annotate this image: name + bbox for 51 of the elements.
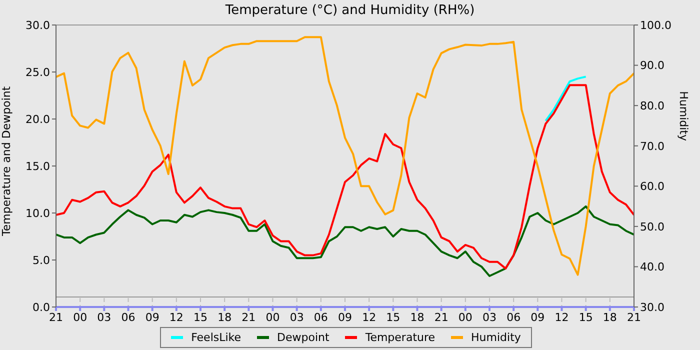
x-tick-label: 21	[627, 310, 641, 324]
x-tick-label: 18	[602, 310, 617, 324]
x-tick-label: 00	[266, 310, 280, 324]
line-series	[56, 205, 634, 277]
x-tick-label: 12	[169, 310, 184, 324]
y-tick-label: 10.0	[26, 206, 50, 220]
x-tick-label: 18	[218, 310, 232, 324]
line-series	[56, 36, 634, 276]
legend-label: Humidity	[471, 331, 521, 344]
x-tick-label: 21	[434, 310, 448, 324]
x-tick-label: 18	[410, 310, 424, 324]
x-tick-label: 06	[121, 310, 136, 324]
x-tick-label: 03	[97, 310, 112, 324]
y2-tick-label: 90.0	[640, 59, 664, 72]
x-tick-label: 21	[242, 310, 256, 324]
line-series	[544, 76, 587, 122]
x-tick-label: 15	[578, 310, 593, 324]
x-tick-label: 15	[194, 310, 208, 324]
y2-axis-title: Humidity	[677, 91, 690, 142]
x-tick-label: 09	[145, 310, 160, 324]
y2-tick-label: 30.0	[640, 300, 664, 314]
x-tick-label: 09	[338, 310, 352, 324]
x-tick-label: 00	[458, 310, 472, 324]
y2-tick-label: 80.0	[640, 99, 664, 112]
x-tick-label: 12	[362, 310, 376, 324]
legend-label: Temperature	[365, 331, 436, 344]
y-tick-label: 30.0	[26, 18, 50, 32]
y2-tick-label: 70.0	[640, 140, 664, 153]
legend-label: Dewpoint	[277, 331, 330, 344]
x-tick-label: 06	[314, 310, 328, 324]
x-tick-label: 00	[73, 310, 88, 324]
y-tick-label: 0.0	[32, 300, 50, 314]
x-tick-label: 12	[554, 310, 569, 324]
y-axis-title: Temperature and Dewpoint	[0, 86, 13, 237]
y2-tick-label: 40.0	[640, 260, 664, 274]
line-series	[56, 84, 634, 270]
y-tick-label: 20.0	[26, 112, 50, 126]
x-tick-label: 06	[506, 310, 521, 324]
y2-tick-label: 50.0	[640, 220, 664, 234]
x-tick-label: 15	[386, 310, 400, 324]
legend-label: FeelsLike	[191, 331, 242, 344]
x-tick-label: 03	[482, 310, 496, 324]
y-tick-label: 5.0	[32, 254, 50, 267]
y2-tick-label: 60.0	[640, 180, 664, 194]
x-tick-label: 21	[49, 310, 63, 324]
y-tick-label: 25.0	[26, 66, 50, 79]
x-tick-label: 09	[530, 310, 545, 324]
y2-tick-label: 100.0	[640, 18, 672, 32]
x-tick-label: 03	[290, 310, 304, 324]
y-tick-label: 15.0	[26, 160, 50, 173]
chart-title: Temperature (°C) and Humidity (RH%)	[224, 3, 476, 18]
